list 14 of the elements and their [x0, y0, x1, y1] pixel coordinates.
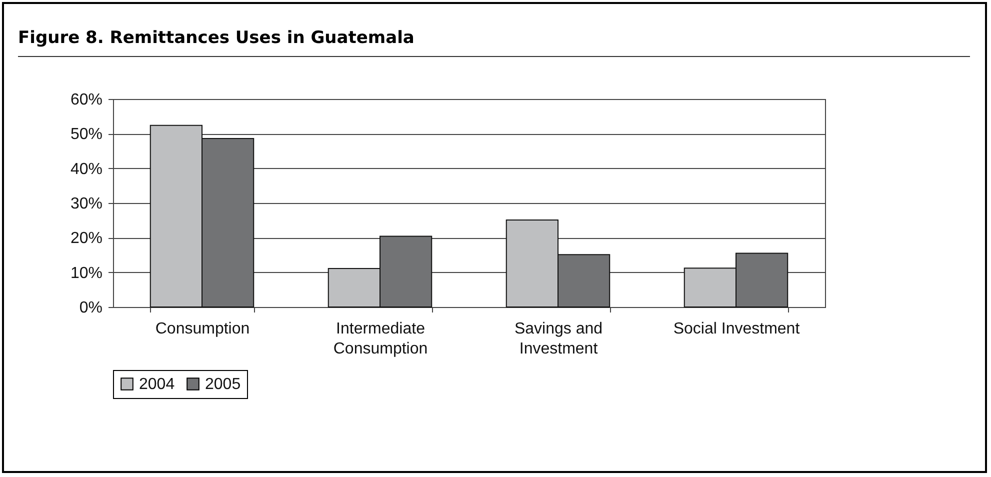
x-tick-label: Social Investment: [673, 320, 800, 338]
y-tick-label: 60%: [70, 92, 102, 108]
y-tick-label: 40%: [70, 160, 102, 178]
y-tick-label: 0%: [79, 300, 102, 316]
legend-label: 2005: [205, 376, 241, 393]
x-tick-label: Consumption: [155, 320, 250, 338]
y-tick-label: 50%: [70, 126, 102, 144]
x-tick-label: Savings and Investment: [514, 320, 603, 358]
x-tick-label: Intermediate Consumption: [333, 320, 428, 358]
y-tick-label: 10%: [70, 264, 102, 282]
y-tick-label: 20%: [70, 230, 102, 248]
chart-title: Figure 8. Remittances Uses in Guatemala: [18, 28, 970, 57]
legend-label: 2004: [139, 376, 175, 393]
y-tick-label: 30%: [70, 196, 102, 212]
